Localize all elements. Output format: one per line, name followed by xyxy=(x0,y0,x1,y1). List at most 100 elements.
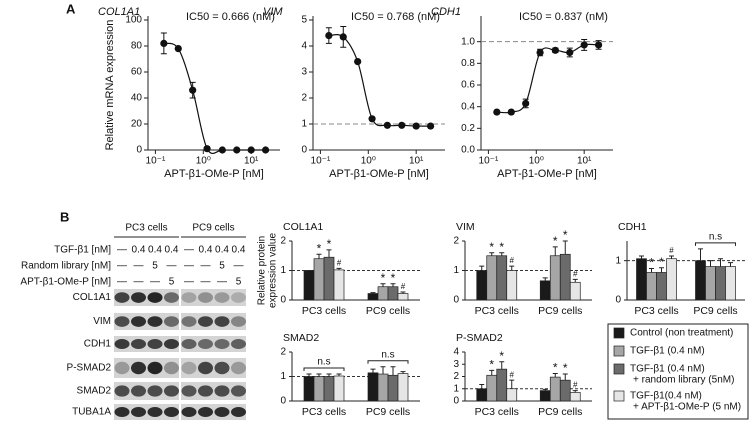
error-bar xyxy=(370,368,376,373)
significance-mark: * xyxy=(499,349,504,363)
bar xyxy=(656,272,667,301)
blot-band xyxy=(181,292,197,303)
bar xyxy=(539,390,551,402)
blot-band xyxy=(164,292,179,303)
error-bar xyxy=(336,373,342,377)
x-tick-label: PC9 cells xyxy=(366,305,410,317)
bar xyxy=(496,255,508,301)
error-bar xyxy=(708,260,713,267)
error-bar xyxy=(390,283,396,287)
blot-strip xyxy=(181,289,246,306)
error-bar xyxy=(499,361,505,370)
bar xyxy=(377,286,389,301)
blot-band xyxy=(131,385,146,397)
legend-swatch xyxy=(613,390,625,402)
bar xyxy=(569,281,581,301)
legend-label: + APT-β1-OMe-P (5 nM) xyxy=(633,402,741,413)
bar xyxy=(367,293,379,301)
error-bar xyxy=(542,388,548,391)
lane-value: — xyxy=(150,277,160,288)
data-point xyxy=(412,122,420,130)
y-tick-label: 20 xyxy=(131,119,143,130)
x-tick-label: 10⁻¹ xyxy=(311,156,331,167)
fit-curve xyxy=(496,43,599,114)
significance-mark: * xyxy=(317,241,322,255)
y-tick-label: 0 xyxy=(280,396,286,407)
y-tick-label: 1 xyxy=(453,383,459,394)
y-tick-label: 2 xyxy=(280,347,286,358)
data-point xyxy=(398,121,406,129)
y-axis-label: expression value xyxy=(268,233,279,308)
y-tick-label: 4 xyxy=(453,347,459,358)
blot-band xyxy=(214,339,230,349)
error-bar xyxy=(728,262,733,267)
error-bar xyxy=(370,292,376,294)
bar xyxy=(569,392,581,402)
blot-band xyxy=(231,292,246,303)
group-label: n.s xyxy=(317,357,330,368)
blot-band xyxy=(114,292,130,303)
error-bar xyxy=(479,265,485,271)
blot-band xyxy=(147,339,163,349)
lane-value: — xyxy=(184,277,194,288)
bar xyxy=(549,255,561,301)
lane-value: — xyxy=(134,261,144,272)
lane-value: — xyxy=(117,245,127,256)
bar xyxy=(303,270,315,301)
x-tick-label: PC9 cells xyxy=(693,305,737,317)
lane-value: 0.4 xyxy=(232,245,246,256)
bar xyxy=(387,374,399,402)
error-bar xyxy=(499,252,505,256)
blot-strip xyxy=(114,313,179,330)
data-point xyxy=(160,39,168,48)
blot-band xyxy=(231,361,246,375)
chart-title: CDH1 xyxy=(618,221,647,233)
chart-title: COL1A1 xyxy=(98,6,140,18)
data-point xyxy=(566,48,574,57)
significance-mark: * xyxy=(391,271,396,285)
bar xyxy=(377,373,389,402)
error-bar xyxy=(562,240,568,255)
blot-strip xyxy=(114,336,179,352)
lane-value: — xyxy=(184,245,194,256)
bar xyxy=(506,388,518,402)
x-tick-label: 10⁻¹ xyxy=(146,156,166,167)
blot-band xyxy=(181,385,197,397)
blot-band xyxy=(181,339,197,349)
blot-strip xyxy=(114,382,179,400)
blot-band xyxy=(198,361,213,375)
blot-band xyxy=(131,316,146,327)
x-tick-label: PC9 cells xyxy=(538,305,582,317)
legend-label: Control (non treatment) xyxy=(630,328,733,339)
blot-band xyxy=(114,385,130,397)
bar xyxy=(666,258,677,301)
lane-value: 0.4 xyxy=(199,245,213,256)
bar xyxy=(496,368,508,402)
bar xyxy=(397,373,409,402)
blot-band xyxy=(114,407,130,417)
y-tick-label: 1 xyxy=(280,265,286,276)
blot-band xyxy=(164,385,179,397)
lane-value: 0.4 xyxy=(132,245,146,256)
error-bar xyxy=(639,255,644,259)
error-bar xyxy=(572,390,578,393)
data-point xyxy=(339,33,347,41)
blot-band xyxy=(164,316,179,327)
lane-value: 0.4 xyxy=(165,245,179,256)
y-tick-label: 3 xyxy=(453,359,459,370)
blot-strip xyxy=(114,289,179,306)
x-tick-label: PC9 cells xyxy=(538,406,582,418)
condition-label: APT-β1-OMe-P [nM] xyxy=(20,277,111,288)
lane-value: — xyxy=(201,277,211,288)
chart-title: VIM xyxy=(263,6,283,18)
error-bar xyxy=(400,371,406,374)
blot-band xyxy=(147,292,163,303)
bar xyxy=(323,256,335,301)
y-tick-label: 0.6 xyxy=(461,80,475,91)
blot-band xyxy=(214,292,230,303)
error-bar xyxy=(380,366,386,375)
y-tick-label: 0 xyxy=(453,295,459,306)
x-tick-label: 10⁻¹ xyxy=(479,156,499,167)
bar xyxy=(303,376,315,402)
data-point xyxy=(218,146,226,154)
